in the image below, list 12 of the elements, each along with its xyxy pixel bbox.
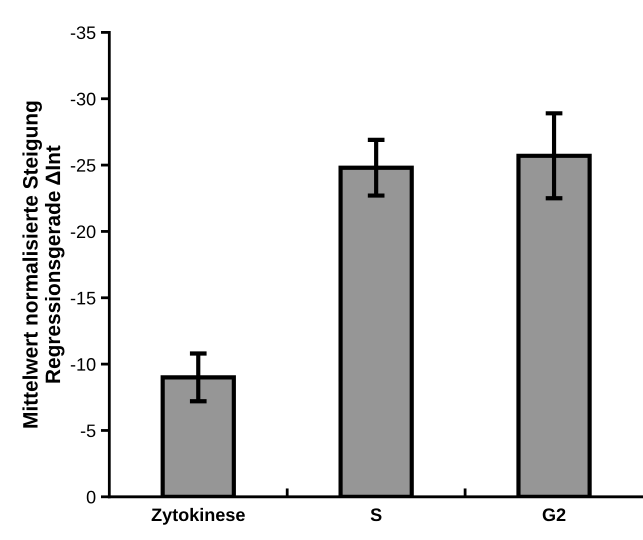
y-tick-label: -10 (70, 358, 96, 371)
x-tick-label: Zytokinese (152, 508, 245, 525)
y-tick-label: -25 (70, 159, 96, 172)
y-tick-label: -30 (70, 92, 96, 106)
y-tick-label: -35 (70, 26, 96, 40)
y-axis-title: Mittelwert normalisierte Steigung Regressionsgerade ΔInt (22, 102, 64, 428)
x-tick-label: S (370, 508, 382, 522)
x-tick-label: G2 (542, 508, 566, 522)
y-tick-label: -15 (70, 292, 96, 304)
y-tick-label: -20 (70, 225, 96, 238)
y-tick-label: 0 (86, 490, 96, 504)
y-tick-label: -5 (80, 424, 96, 438)
